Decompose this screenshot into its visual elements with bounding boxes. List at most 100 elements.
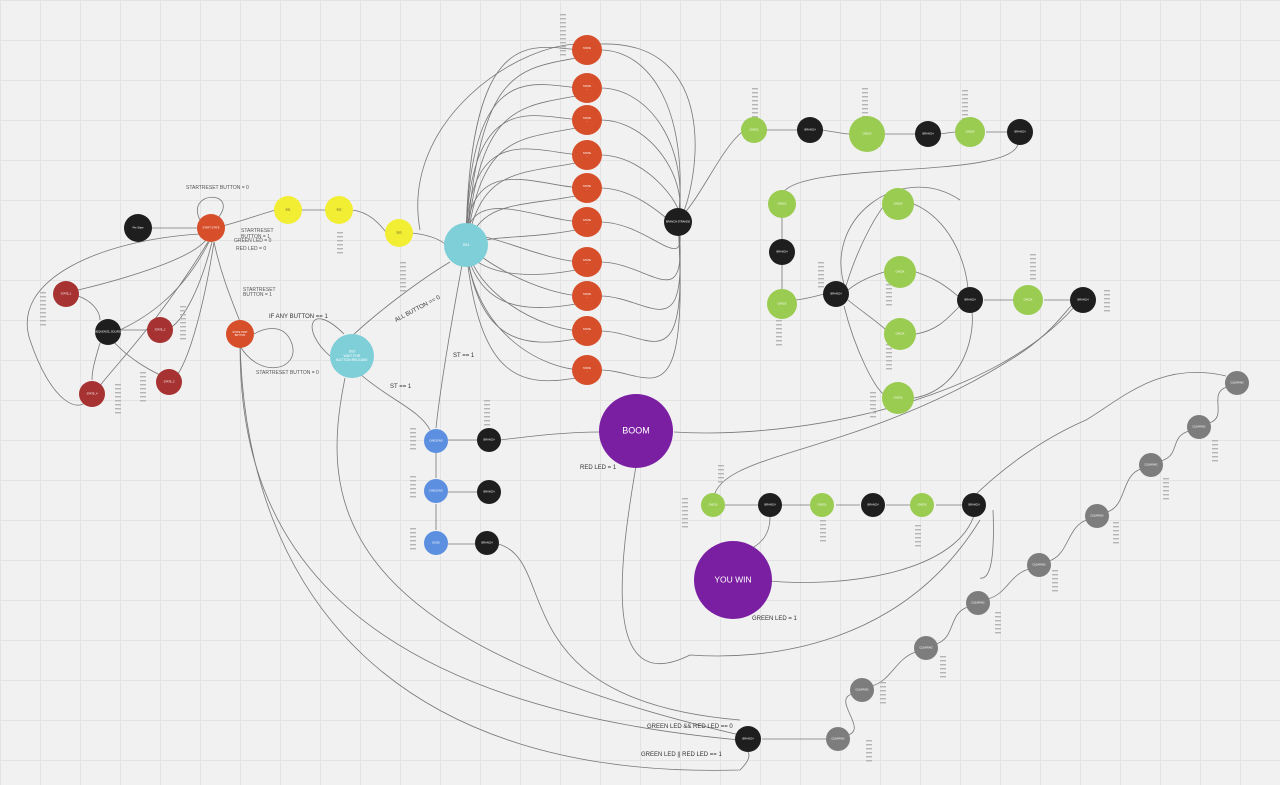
orange-state-9[interactable]: STATE... [572, 316, 602, 346]
orange-state-6[interactable]: STATE... [572, 207, 602, 237]
orange-state-10[interactable]: STATE... [572, 355, 602, 385]
edge-gray-step [845, 693, 855, 736]
green-mid-1[interactable]: CHECK [768, 190, 796, 218]
black-mid-1[interactable]: BRANCH [769, 239, 795, 265]
black-blue-branch-2[interactable]: BRANCH [477, 480, 501, 504]
gray-clearing-2[interactable]: CLEARING [1187, 415, 1211, 439]
annotation-line [400, 282, 406, 284]
green-right[interactable]: CHECK [1013, 285, 1043, 315]
green-mid-2[interactable]: CHECK [767, 289, 797, 319]
teal-main-ss4[interactable]: SS4 [444, 223, 488, 267]
green-check-2[interactable]: CHECK [849, 116, 885, 152]
gray-clearing-1[interactable]: CLEARING [1225, 371, 1249, 395]
black-bottom-branch[interactable]: BRANCH [735, 726, 761, 752]
black-merge-circle [957, 287, 983, 313]
green-bm-2-circle [810, 493, 834, 517]
orange-start-state[interactable]: START STATE [197, 214, 225, 242]
edge-start-state2 [162, 241, 213, 331]
green-bm-3[interactable]: CHECK [910, 493, 934, 517]
green-c2[interactable]: CHECK [884, 256, 916, 288]
annotation-line [862, 96, 868, 98]
orange-state-1[interactable]: STATE... [572, 35, 602, 65]
annotation-line [776, 320, 782, 322]
gray-clearing-6[interactable]: CLEARING [966, 591, 990, 615]
orange-state-7[interactable]: STATE... [572, 247, 602, 277]
green-c1[interactable]: CHECK [882, 188, 914, 220]
annotation-line [560, 22, 566, 24]
blue-checking-1[interactable]: CHECKING [424, 429, 448, 453]
annotation-line [940, 668, 946, 670]
gray-clearing-8[interactable]: CLEARING [850, 678, 874, 702]
darkred-state-4[interactable]: STATE_4 [79, 381, 105, 407]
black-branch-3[interactable]: BRANCH [1007, 119, 1033, 145]
gray-clearing-9[interactable]: CLEARING [826, 727, 850, 751]
black-blue-branch-3[interactable]: BRANCH [475, 531, 499, 555]
annotation-line [400, 278, 406, 280]
yellow-ss3[interactable]: SS3 [385, 219, 413, 247]
annotation-line [1104, 310, 1110, 312]
green-check-1[interactable]: CHECK [741, 117, 767, 143]
branch-hub[interactable]: BRANCH STRANGE [664, 208, 692, 236]
orange-start-state-circle [197, 214, 225, 242]
darkred-state-2[interactable]: STATE_2 [147, 317, 173, 343]
gray-clearing-5[interactable]: CLEARING [1027, 553, 1051, 577]
annotation-line [682, 518, 688, 520]
orange-state-8[interactable]: STATE... [572, 281, 602, 311]
yellow-ss1[interactable]: SS1 [274, 196, 302, 224]
edge-hub2-3 [847, 299, 887, 331]
green-c4[interactable]: CHECK [882, 382, 914, 414]
black-branch-2[interactable]: BRANCH [915, 121, 941, 147]
annotation-line [410, 496, 416, 498]
blue-checking-2[interactable]: CHECKING [424, 479, 448, 503]
green-check-3-circle [955, 117, 985, 147]
green-check-3[interactable]: CHECK [955, 117, 985, 147]
orange-state-5[interactable]: STATE... [572, 173, 602, 203]
gray-clearing-4[interactable]: CLEARING [1085, 504, 1109, 528]
annotation-line [1163, 494, 1169, 496]
black-merge[interactable]: BRANCH [957, 287, 983, 313]
fan-edge-in [465, 148, 586, 241]
green-bm-1[interactable]: CHECK [701, 493, 725, 517]
annotation-line [180, 306, 186, 308]
gray-clearing-7[interactable]: CLEARING [914, 636, 938, 660]
black-bm-3[interactable]: BRANCH [962, 493, 986, 517]
boom-node[interactable]: BOOM [599, 394, 673, 468]
annotation-line [400, 266, 406, 268]
branch-hub-circle [664, 208, 692, 236]
annotation-line [1113, 538, 1119, 540]
yellow-ss2[interactable]: SS2 [325, 196, 353, 224]
edge-s1-seq [77, 295, 101, 321]
annotation-line [400, 286, 406, 288]
orange-state-4[interactable]: STATE... [572, 140, 602, 170]
green-c3-circle [884, 318, 916, 350]
gray-clearing-3[interactable]: CLEARING [1139, 453, 1163, 477]
black-bm-2[interactable]: BRANCH [861, 493, 885, 517]
orange-state-1-label: ... [586, 50, 588, 53]
darkred-state-1[interactable]: STATE_1 [53, 281, 79, 307]
you-win-node[interactable]: YOU WIN [694, 541, 772, 619]
annotation-line [115, 412, 121, 414]
teal-wait-node-label: BUTTON RELEASE [336, 358, 368, 362]
edge-gray-step [1160, 430, 1190, 462]
blue-done[interactable]: DONE [424, 531, 448, 555]
black-branch-1[interactable]: BRANCH [797, 117, 823, 143]
darkred-state-3[interactable]: STATE_3 [156, 369, 182, 395]
black-blue-branch-1[interactable]: BRANCH [477, 428, 501, 452]
orange-state-3[interactable]: STATE... [572, 105, 602, 135]
orange-state-10-circle [572, 355, 602, 385]
green-bm-1-label: CHECK [708, 503, 717, 507]
pre-state-node[interactable]: Pre State [124, 214, 152, 242]
black-hub-2[interactable]: BRANCH [823, 281, 849, 307]
sequence-solved-node[interactable]: SEQUENCE_SOLVED [95, 319, 121, 345]
orange-state-5-label: ... [586, 188, 588, 191]
fan-edge-out [599, 87, 681, 223]
black-far-right[interactable]: BRANCH [1070, 287, 1096, 313]
orange-state-2[interactable]: STATE... [572, 73, 602, 103]
yellow-ss2-label: SS2 [337, 208, 342, 212]
black-bm-1[interactable]: BRANCH [758, 493, 782, 517]
green-bm-2[interactable]: CHECK [810, 493, 834, 517]
green-c3[interactable]: CHECK [884, 318, 916, 350]
annotation-line [410, 532, 416, 534]
